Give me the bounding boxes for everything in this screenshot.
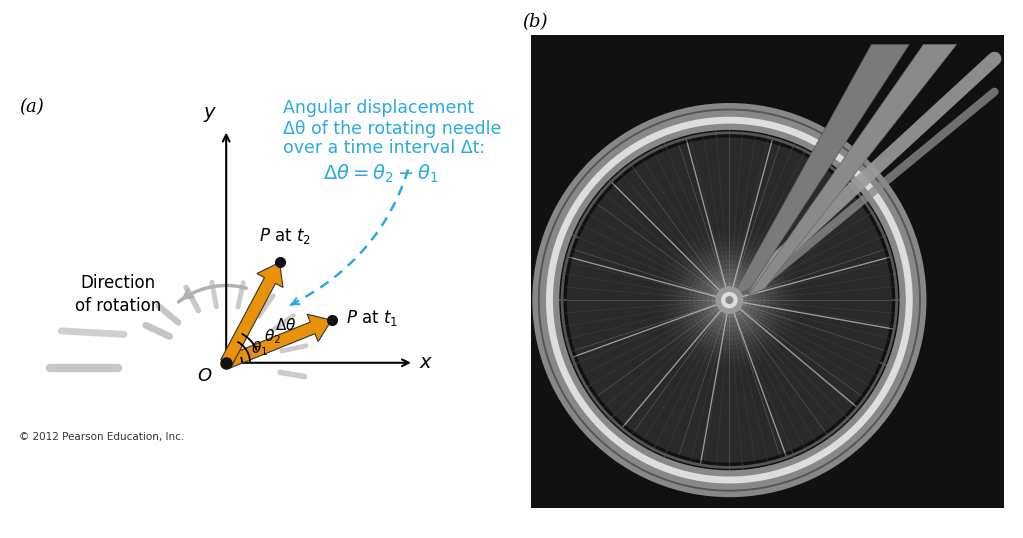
Text: $\theta_2$: $\theta_2$ <box>264 327 280 346</box>
Text: $\theta_1$: $\theta_1$ <box>252 339 268 358</box>
Text: © 2012 Pearson Education, Inc.: © 2012 Pearson Education, Inc. <box>19 433 184 442</box>
Circle shape <box>726 297 732 303</box>
Text: (a): (a) <box>19 98 44 116</box>
Text: $O$: $O$ <box>197 367 213 385</box>
Text: over a time interval Δt:: over a time interval Δt: <box>283 139 485 157</box>
Circle shape <box>717 287 742 313</box>
Polygon shape <box>221 263 283 366</box>
Circle shape <box>716 287 743 313</box>
Text: $y$: $y$ <box>203 105 217 124</box>
Text: $\Delta\theta = \theta_2 - \theta_1$: $\Delta\theta = \theta_2 - \theta_1$ <box>323 162 439 185</box>
Text: $\Delta\theta$: $\Delta\theta$ <box>275 317 297 332</box>
Text: Δθ of the rotating needle: Δθ of the rotating needle <box>283 119 501 138</box>
Text: (b): (b) <box>522 13 547 31</box>
Text: $P$ at $t_2$: $P$ at $t_2$ <box>259 226 311 246</box>
Circle shape <box>722 293 737 308</box>
Text: Direction
of rotation: Direction of rotation <box>75 274 162 315</box>
Circle shape <box>568 138 891 462</box>
Polygon shape <box>748 45 957 295</box>
Text: Angular displacement: Angular displacement <box>283 99 474 117</box>
Polygon shape <box>224 314 331 369</box>
Text: $x$: $x$ <box>419 353 434 372</box>
Polygon shape <box>731 45 909 298</box>
Circle shape <box>725 296 732 303</box>
Text: $P$ at $t_1$: $P$ at $t_1$ <box>347 308 399 328</box>
Circle shape <box>721 292 738 308</box>
